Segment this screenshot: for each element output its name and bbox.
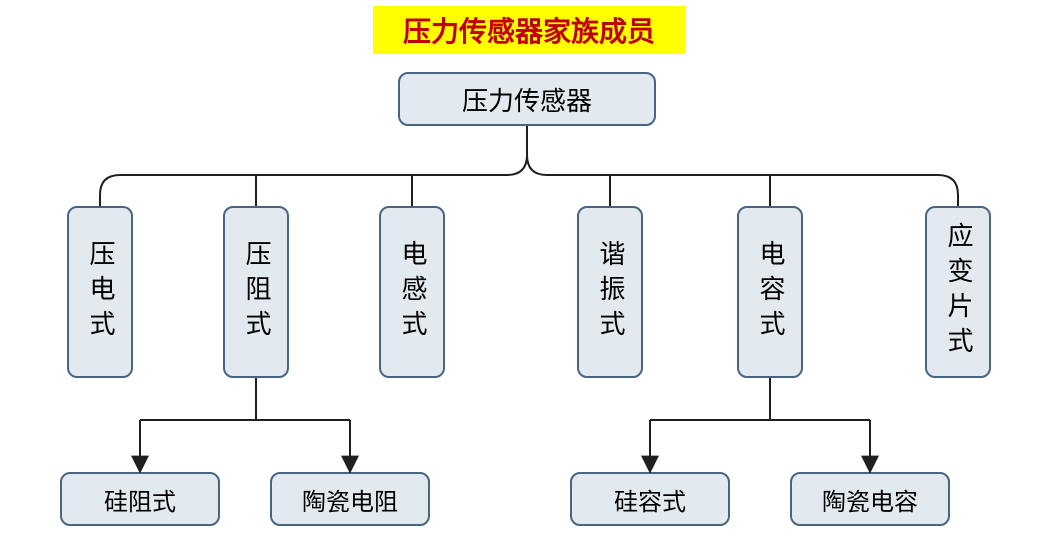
tree-leaf-node: 硅容式 bbox=[570, 472, 730, 526]
tree-leaf-label: 陶瓷电阻 bbox=[302, 482, 398, 517]
tree-category-node: 应变片式 bbox=[925, 206, 991, 378]
tree-root-label: 压力传感器 bbox=[462, 81, 592, 118]
tree-category-label: 压阻式 bbox=[243, 240, 269, 345]
tree-category-node: 电容式 bbox=[737, 206, 803, 378]
tree-leaf-node: 陶瓷电阻 bbox=[270, 472, 430, 526]
tree-leaf-label: 硅阻式 bbox=[104, 482, 176, 517]
tree-category-label: 谐振式 bbox=[597, 240, 623, 345]
tree-category-node: 压电式 bbox=[67, 206, 133, 378]
tree-category-label: 应变片式 bbox=[945, 222, 971, 362]
tree-category-label: 电容式 bbox=[757, 240, 783, 345]
tree-category-label: 压电式 bbox=[87, 240, 113, 345]
diagram-title: 压力传感器家族成员 bbox=[373, 6, 685, 54]
tree-category-node: 压阻式 bbox=[223, 206, 289, 378]
tree-leaf-label: 陶瓷电容 bbox=[822, 482, 918, 517]
tree-leaf-node: 硅阻式 bbox=[60, 472, 220, 526]
diagram-title-text: 压力传感器家族成员 bbox=[403, 10, 655, 50]
tree-category-node: 电感式 bbox=[379, 206, 445, 378]
tree-category-node: 谐振式 bbox=[577, 206, 643, 378]
tree-leaf-node: 陶瓷电容 bbox=[790, 472, 950, 526]
tree-category-label: 电感式 bbox=[399, 240, 425, 345]
tree-root-node: 压力传感器 bbox=[398, 72, 656, 126]
diagram-stage: 压力传感器家族成员 压力传感器 压电式 压阻式 电感式 谐振式 电容式 应变片式… bbox=[0, 0, 1052, 550]
tree-leaf-label: 硅容式 bbox=[614, 482, 686, 517]
